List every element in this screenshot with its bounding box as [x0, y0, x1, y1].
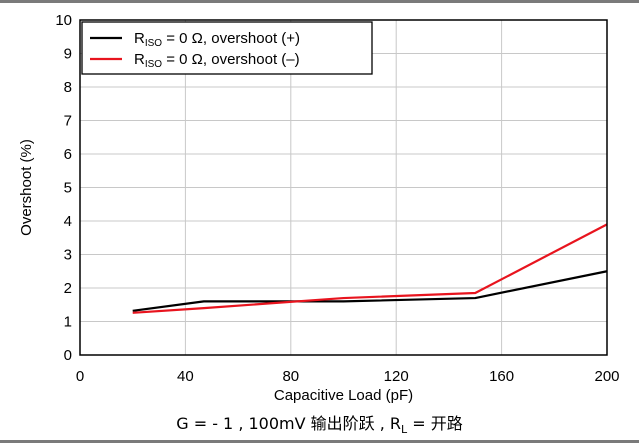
caption-text-end: = 开路 — [407, 414, 463, 433]
legend-label-1: RISO = 0 Ω, overshoot (+) — [134, 30, 300, 49]
y-tick-label: 9 — [64, 46, 72, 63]
x-tick-label: 200 — [594, 368, 619, 385]
y-tick-label: 7 — [64, 113, 72, 130]
y-tick-label: 6 — [64, 146, 72, 163]
x-tick-label: 120 — [384, 368, 409, 385]
caption-subscript: L — [401, 423, 408, 437]
series-line-2 — [132, 223, 608, 314]
y-axis-label: Overshoot (%) — [18, 139, 35, 236]
x-tick-label: 0 — [76, 368, 84, 385]
figure-caption: G = - 1 , 100mV 输出阶跃 , RL = 开路 — [0, 410, 639, 436]
legend-box — [81, 21, 373, 75]
y-tick-label: 1 — [64, 314, 72, 331]
series-lines — [132, 223, 608, 314]
top-rule — [0, 0, 639, 3]
x-tick-label: 80 — [282, 368, 299, 385]
x-tick-label: 160 — [489, 368, 514, 385]
caption-text: G = - 1 , 100mV 输出阶跃 , R — [176, 414, 402, 433]
overshoot-chart: 0 40 80 120 160 200 0 1 2 3 4 5 6 7 8 9 10 Capacitive Lo… — [18, 12, 620, 404]
y-tick-label: 8 — [64, 79, 72, 96]
y-tick-label: 5 — [64, 180, 72, 197]
y-tick-label: 10 — [55, 12, 72, 29]
y-tick-label: 2 — [64, 280, 72, 297]
y-tick-label: 4 — [64, 213, 72, 230]
tick-labels: 0 40 80 120 160 200 0 1 2 3 4 5 6 7 8 9 10 — [55, 12, 619, 385]
bottom-rule — [0, 440, 639, 443]
y-tick-label: 0 — [64, 347, 72, 364]
legend-label-2: RISO = 0 Ω, overshoot (–) — [134, 51, 300, 70]
x-tick-label: 40 — [177, 368, 194, 385]
legend: RISO = 0 Ω, overshoot (+) RISO = 0 Ω, ove… — [81, 21, 373, 75]
plot-frame — [79, 19, 608, 356]
y-tick-label: 3 — [64, 247, 72, 264]
x-axis-label: Capacitive Load (pF) — [274, 387, 413, 404]
series-line-1 — [132, 270, 608, 312]
